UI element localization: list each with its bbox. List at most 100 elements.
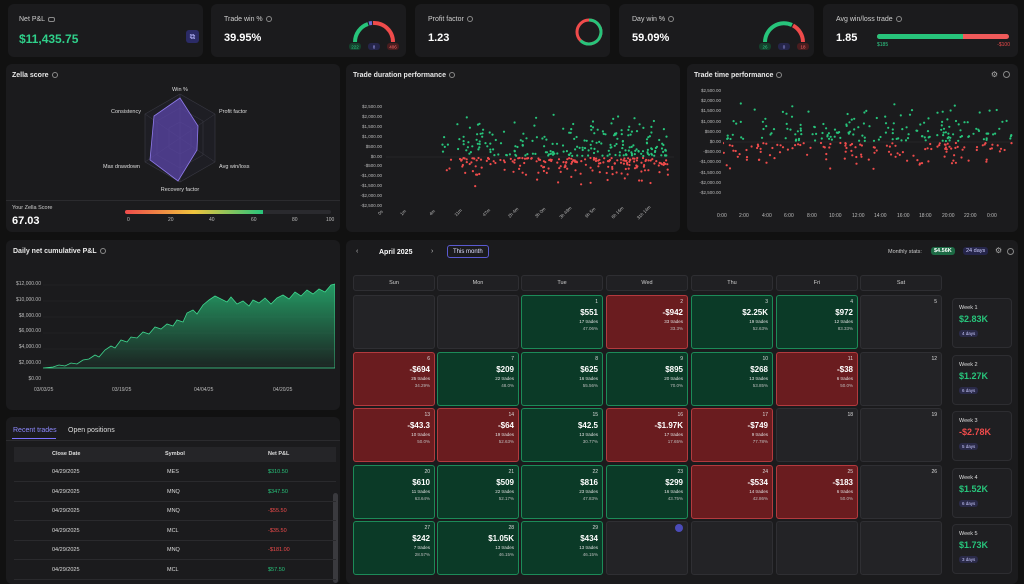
calendar-day[interactable]: 14 -$64 19 trades 52.63% (437, 408, 519, 462)
calendar-day[interactable]: 20 $610 11 trades 63.64% (353, 464, 435, 519)
win-trade-dot (735, 122, 738, 125)
calendar-day[interactable]: 22 $816 23 trades 47.83% (521, 464, 603, 519)
calendar-day[interactable]: 13 -$43.3 10 trades 50.0% (353, 408, 435, 462)
win-trade-dot (543, 145, 546, 148)
calendar-day[interactable]: 15 $42.5 13 trades 30.77% (521, 408, 603, 462)
col-net-pl[interactable]: Net P&L (268, 451, 290, 457)
win-trade-dot (609, 143, 612, 146)
table-row[interactable]: 04/29/2025 MNQ -$181.00 (14, 541, 336, 560)
calendar-day[interactable]: 23 $299 16 trades 43.75% (606, 464, 688, 519)
win-trade-dot (915, 129, 918, 132)
tab-recent-trades[interactable]: Recent trades (13, 427, 57, 434)
trade-win-value: 39.95% (224, 32, 262, 44)
loss-trade-dot (579, 172, 582, 175)
win-trade-dot (906, 137, 910, 140)
loss-trade-dot (623, 177, 626, 180)
calendar-day[interactable] (860, 521, 942, 575)
loss-trade-dot (759, 147, 762, 150)
calendar-day[interactable]: 26 (860, 464, 942, 519)
win-trade-dot (895, 137, 898, 140)
calendar-day[interactable]: 5 (860, 295, 942, 349)
loss-trade-dot (946, 142, 949, 145)
calendar-day[interactable]: 10 $268 13 trades 53.85% (691, 351, 773, 406)
info-icon[interactable] (1003, 71, 1010, 78)
this-month-button[interactable]: This month (447, 245, 489, 258)
info-icon[interactable] (265, 16, 272, 23)
calendar-day[interactable] (691, 521, 773, 575)
day-trades: 22 trades (495, 488, 514, 494)
win-trade-dot (660, 154, 663, 157)
info-icon[interactable] (48, 16, 56, 22)
info-icon[interactable] (448, 72, 455, 79)
calendar-day[interactable] (776, 521, 858, 575)
col-close-date[interactable]: Close Date (52, 451, 81, 457)
calendar-day[interactable]: 6 -$694 25 trades 34.29% (353, 351, 435, 406)
calendar-day[interactable] (353, 295, 435, 349)
day-number: 9 (680, 355, 683, 362)
day-number: 23 (677, 468, 683, 475)
calendar-day[interactable]: 18 (776, 408, 858, 462)
loss-trade-dot (967, 159, 970, 162)
tab-open-positions[interactable]: Open positions (68, 427, 115, 434)
calendar-day[interactable]: 9 $895 20 trades 70.0% (606, 351, 688, 406)
calendar-day[interactable]: 24 -$534 14 trades 42.86% (691, 464, 773, 519)
info-icon[interactable] (466, 16, 473, 23)
loss-trade-dot (542, 166, 545, 169)
loss-trade-dot (602, 161, 605, 164)
trades-header-row: Close Date Symbol Net P&L (14, 447, 336, 462)
table-row[interactable]: 04/29/2025 MNQ -$55.50 (14, 502, 336, 521)
loss-trade-dot (626, 161, 629, 165)
pf-value: 1.23 (428, 32, 450, 44)
settings-gear-icon[interactable]: ⚙ (995, 246, 1003, 255)
calendar-day[interactable]: 16 -$1.97K 17 trades 17.65% (606, 408, 688, 462)
win-trade-dot (732, 120, 735, 123)
info-icon[interactable] (51, 72, 58, 79)
calendar-day[interactable]: 28 $1.05K 13 trades 46.15% (437, 521, 519, 575)
calendar-day[interactable]: 17 -$749 9 trades 77.78% (691, 408, 773, 462)
next-month-icon[interactable]: › (431, 248, 434, 255)
calendar-day[interactable]: 8 $625 16 trades 55.56% (521, 351, 603, 406)
win-trade-dot (489, 148, 492, 151)
cumulative-title: Daily net cumulative P&L (13, 248, 97, 255)
win-trade-dot (760, 136, 764, 139)
calendar-day[interactable]: 29 $434 13 trades 46.15% (521, 521, 603, 575)
calendar-day[interactable]: 27 $242 7 trades 28.57% (353, 521, 435, 575)
col-symbol[interactable]: Symbol (165, 451, 185, 457)
win-trade-dot (630, 130, 633, 133)
table-row[interactable]: 04/29/2025 MNQ $347.50 (14, 483, 336, 502)
day-number: 24 (762, 468, 768, 475)
info-icon[interactable] (668, 16, 675, 23)
calendar-day[interactable] (437, 295, 519, 349)
calendar-day[interactable]: 25 -$183 6 trades 50.0% (776, 464, 858, 519)
loss-trade-dot (851, 154, 854, 157)
calendar-day[interactable] (606, 521, 688, 575)
calendar-day[interactable]: 11 -$38 6 trades 50.0% (776, 351, 858, 406)
calendar-day[interactable]: 3 $2.25K 19 trades 52.63% (691, 295, 773, 349)
day-winrate: 17.65% (667, 439, 683, 444)
table-row[interactable]: 04/29/2025 MCL $57.50 (14, 561, 336, 580)
loss-trade-dot (953, 154, 956, 157)
calendar-day[interactable]: 1 $551 17 trades 47.06% (521, 295, 603, 349)
trades-scrollbar[interactable] (333, 493, 338, 583)
loss-trade-dot (944, 146, 947, 149)
prev-month-icon[interactable]: ‹ (356, 248, 359, 255)
day-number: 18 (847, 412, 853, 418)
info-icon[interactable] (99, 248, 106, 255)
calendar-day[interactable]: 21 $509 22 trades 52.17% (437, 464, 519, 519)
loss-trade-dot (475, 173, 478, 176)
table-row[interactable]: 04/29/2025 MES $310.50 (14, 463, 336, 482)
win-trade-dot (614, 153, 617, 157)
info-icon[interactable] (1007, 248, 1014, 255)
win-trade-dot (481, 132, 484, 135)
table-row[interactable]: 04/29/2025 MCL -$35.50 (14, 522, 336, 541)
win-trade-dot (753, 108, 756, 111)
info-icon[interactable] (895, 16, 902, 23)
info-icon[interactable] (776, 72, 783, 79)
calendar-day[interactable]: 19 (860, 408, 942, 462)
week-summary: Week 1 $2.83K 4 days (952, 298, 1012, 348)
settings-gear-icon[interactable]: ⚙ (990, 70, 998, 79)
calendar-day[interactable]: 4 $972 12 trades 83.33% (776, 295, 858, 349)
calendar-day[interactable]: 7 $209 22 trades 48.0% (437, 351, 519, 406)
calendar-day[interactable]: 2 -$942 33 trades 33.3% (606, 295, 688, 349)
calendar-day[interactable]: 12 (860, 351, 942, 406)
